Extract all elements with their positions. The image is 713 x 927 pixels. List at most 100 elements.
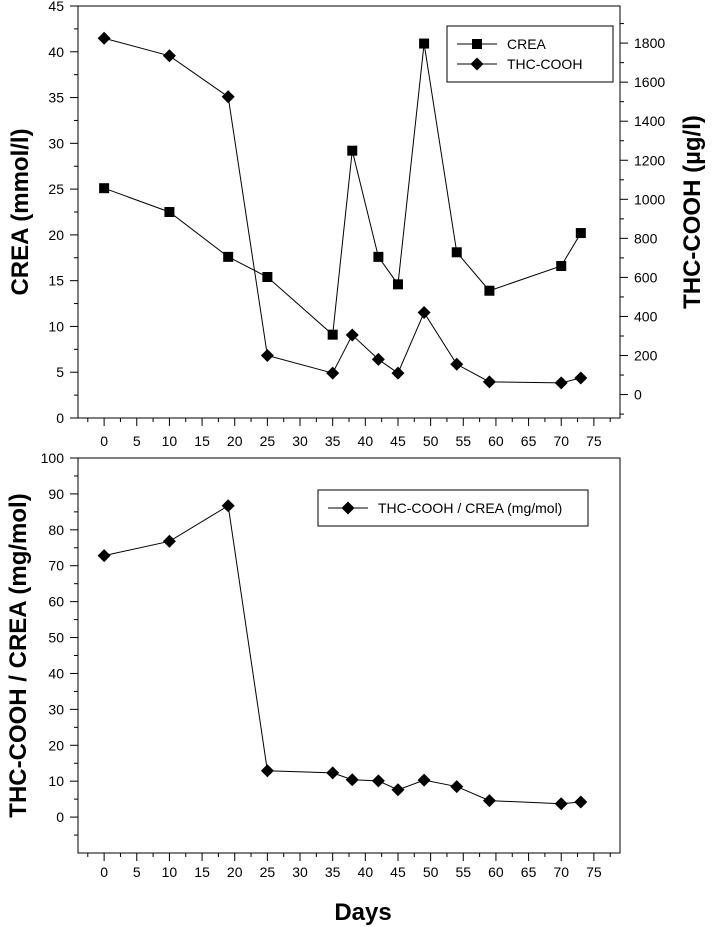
x-tick-label: 15	[194, 433, 210, 449]
data-point-thc-cooh-crea-mg-mol-	[97, 549, 111, 563]
data-point-thc-cooh-crea-mg-mol-	[482, 794, 496, 808]
x-tick-label: 5	[133, 433, 141, 449]
x-tick-label: 50	[423, 864, 439, 880]
x-tick-label: 20	[227, 433, 243, 449]
data-point-thc-cooh-crea-mg-mol-	[326, 766, 340, 780]
x-tick-label: 35	[325, 433, 341, 449]
data-point-thc-cooh	[574, 371, 588, 385]
data-point-thc-cooh	[345, 328, 359, 342]
legend-box	[446, 25, 614, 83]
x-tick-label: 15	[194, 864, 210, 880]
x-tick-label: 40	[358, 433, 374, 449]
data-point-thc-cooh-crea-mg-mol-	[345, 773, 359, 787]
x-tick-label: 55	[455, 433, 471, 449]
data-point-thc-cooh	[417, 306, 431, 320]
x-tick-label: 30	[292, 864, 308, 880]
data-point-crea	[419, 38, 430, 49]
data-point-thc-cooh	[97, 31, 111, 45]
data-point-crea	[373, 251, 384, 262]
y-tick-label: 5	[56, 364, 64, 380]
x-tick-label: 55	[455, 864, 471, 880]
legend-marker	[472, 39, 482, 49]
data-point-crea	[327, 329, 338, 340]
y-tick-label: 35	[48, 90, 64, 106]
data-point-crea	[556, 261, 567, 272]
y2-tick-label: 1000	[634, 191, 665, 207]
y-tick-label: 15	[48, 273, 64, 289]
data-point-crea	[262, 272, 273, 283]
data-point-thc-cooh	[391, 366, 405, 380]
y2-tick-label: 400	[634, 308, 658, 324]
x-tick-label: 30	[292, 433, 308, 449]
x-tick-label: 60	[488, 864, 504, 880]
y2-tick-label: 800	[634, 230, 658, 246]
data-point-thc-cooh	[326, 366, 340, 380]
x-tick-label: 25	[260, 433, 276, 449]
y-tick-label: 10	[48, 318, 64, 334]
x-tick-label: 0	[100, 864, 108, 880]
y-tick-label: 40	[48, 665, 64, 681]
data-point-crea	[484, 285, 495, 296]
data-point-thc-cooh	[482, 375, 496, 389]
x-tick-label: 75	[586, 864, 602, 880]
y-axis-title: THC-COOH / CREA (mg/mol)	[5, 493, 32, 817]
x-tick-label: 40	[358, 864, 374, 880]
x-tick-label: 75	[586, 433, 602, 449]
y2-tick-label: 0	[634, 387, 642, 403]
x-tick-label: 10	[162, 433, 178, 449]
data-point-crea	[451, 247, 462, 258]
y-tick-label: 100	[41, 450, 65, 466]
y2-tick-label: 200	[634, 348, 658, 364]
y2-tick-label: 1200	[634, 152, 665, 168]
x-tick-label: 70	[553, 433, 569, 449]
legend-label: THC-COOH / CREA (mg/mol)	[378, 500, 562, 516]
x-tick-label: 35	[325, 864, 341, 880]
x-tick-label: 5	[133, 864, 141, 880]
x-tick-label: 65	[521, 864, 537, 880]
data-point-thc-cooh	[221, 90, 235, 104]
y-tick-label: 20	[48, 227, 64, 243]
x-tick-label: 45	[390, 864, 406, 880]
series-line-thc-cooh-crea-mg-mol-	[104, 504, 581, 805]
y-tick-label: 40	[48, 44, 64, 60]
x-tick-label: 50	[423, 433, 439, 449]
data-point-thc-cooh-crea-mg-mol-	[221, 499, 235, 513]
legend-marker	[341, 501, 355, 515]
data-point-thc-cooh-crea-mg-mol-	[417, 773, 431, 787]
y-tick-label: 30	[48, 135, 64, 151]
data-point-thc-cooh	[162, 49, 176, 63]
legend-label: THC-COOH	[507, 56, 582, 72]
chart-panel-2: 0 5 10 15 20 25 30 35 40 45 50 55 60 65 70 75 0 10 20 30 40 5…	[5, 450, 621, 926]
data-point-crea	[223, 251, 234, 262]
data-point-thc-cooh-crea-mg-mol-	[391, 783, 405, 797]
data-point-thc-cooh-crea-mg-mol-	[371, 774, 385, 788]
data-point-thc-cooh-crea-mg-mol-	[574, 795, 588, 809]
legend: CREA THC-COOH	[446, 25, 614, 83]
y2-tick-label: 1400	[634, 113, 665, 129]
legend-label: CREA	[507, 36, 547, 52]
series-line-thc-cooh	[103, 37, 581, 384]
y2-tick-label: 1800	[634, 35, 665, 51]
y2-tick-label: 600	[634, 269, 658, 285]
y-tick-label: 90	[48, 486, 64, 502]
chart-panel-1: 0 5 10 15 20 25 30 35 40 45 50 55 60 65 70 75 0 5 10 15 20 25…	[7, 0, 706, 449]
y-tick-label: 25	[48, 181, 64, 197]
y-tick-label: 70	[48, 558, 64, 574]
legend-marker	[470, 57, 484, 71]
y-tick-label: 10	[48, 773, 64, 789]
y-tick-label: 80	[48, 522, 64, 538]
x-tick-label: 65	[521, 433, 537, 449]
y2-axis-title: THC-COOH (µg/l)	[679, 115, 706, 309]
y-tick-label: 20	[48, 737, 64, 753]
x-tick-label: 20	[227, 864, 243, 880]
x-axis-title: Days	[334, 899, 391, 926]
data-point-crea	[99, 183, 110, 194]
x-tick-label: 45	[390, 433, 406, 449]
data-point-thc-cooh	[260, 349, 274, 363]
data-point-crea	[164, 207, 175, 217]
y-tick-label: 0	[56, 809, 64, 825]
y-tick-label: 60	[48, 594, 64, 610]
y-tick-label: 45	[48, 0, 64, 14]
